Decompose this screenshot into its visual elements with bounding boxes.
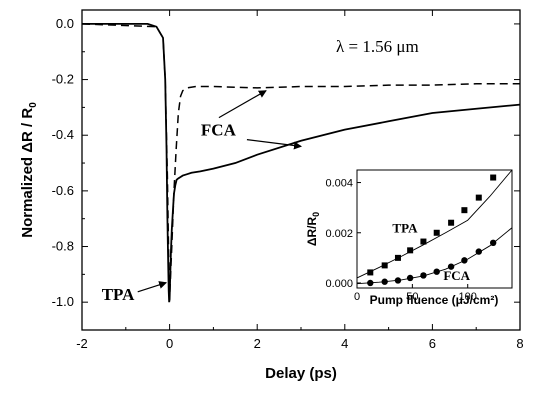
inset-series [356,169,513,287]
inset-point-tpa [381,262,388,269]
inset-y-axis-title: ΔR/R0 [305,212,321,246]
x-axis-title: Delay (ps) [265,365,337,382]
y-tick-label-2: -0.4 [52,127,74,142]
inset-x-tick-label-1: 50 [406,291,418,303]
inset-point-fca [475,248,482,255]
series-line-dashed [81,23,520,297]
inset-point-tpa [448,219,455,226]
inset-point-tpa [394,254,401,261]
arrow-fca-to-dashed [218,90,267,119]
main-series [81,23,521,303]
inset-point-fca [406,274,414,282]
x-tick-label-0: -2 [76,336,88,351]
inset-x-tick-label-0: 0 [354,291,360,303]
y-tick-label-0: 0.0 [56,16,74,31]
inset-y-axis-title-main: ΔR/R [305,217,319,247]
inset-point-tpa [461,207,468,214]
x-tick-label-3: 4 [341,336,348,351]
y-axis-title-subscript: 0 [28,102,39,108]
inset-point-fca [489,239,497,247]
inset-point-tpa [367,269,374,276]
y-tick-label-1: -0.2 [52,72,74,87]
inset-point-fca [447,263,455,270]
inset-ticks: 0 50 100 0.000 0.002 0.004 [325,178,476,303]
inset-y-tick-label-0: 0.000 [325,278,353,290]
annotation-wavelength: λ = 1.56 μm [336,37,419,56]
inset-point-fca [461,257,468,264]
inset-point-fca [433,268,440,275]
inset-point-fca [394,277,402,284]
inset-x-tick-label-2: 100 [459,291,477,303]
y-axis-title-group: Normalized ΔR / R0 [19,102,39,238]
inset-y-tick-label-2: 0.004 [325,178,353,190]
y-tick-label-4: -0.8 [52,239,74,254]
inset-x-axis-title: Pump fluence (μJ/cm²) [370,293,499,307]
inset-point-tpa [475,194,482,201]
y-axis-title: Normalized ΔR / R0 [19,102,39,238]
inset-label-fca: FCA [443,268,470,283]
y-axis-title-main: Normalized ΔR / R [19,108,36,238]
arrow-fca-to-solid [246,139,302,150]
inset-point-tpa [420,238,427,245]
x-tick-label-5: 8 [516,336,523,351]
x-tick-label-2: 2 [254,336,261,351]
arrow-tpa-to-dip [137,281,168,293]
inset-label-tpa: TPA [392,221,418,236]
x-tick-label-1: 0 [166,336,173,351]
inset-y-axis-title-subscript: 0 [311,212,321,217]
y-tick-label-3: -0.6 [52,183,74,198]
main-ticks: -2 0 2 4 6 8 0.0 -0.2 -0.4 -0.6 -0.8 -1.0 [52,10,524,351]
inset-point-tpa [407,247,414,254]
inset-point-fca [420,272,427,279]
inset-point-tpa [433,229,440,236]
inset-y-tick-label-1: 0.002 [325,228,353,240]
y-tick-label-5: -1.0 [52,294,74,309]
inset-y-axis-title-group: ΔR/R0 [305,212,321,246]
inset-point-fca [367,279,374,287]
x-tick-label-4: 6 [429,336,436,351]
annotation-fca: FCA [201,121,237,140]
inset-point-fca [381,278,388,285]
inset-point-tpa [490,174,497,181]
annotation-tpa: TPA [102,285,135,304]
